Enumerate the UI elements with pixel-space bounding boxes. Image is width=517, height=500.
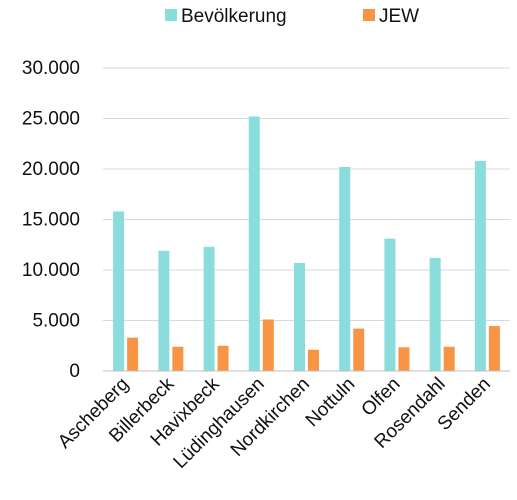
y-tick-label: 15.000 [22,210,80,231]
y-tick-label: 5.000 [32,311,80,332]
y-tick-label: 10.000 [22,260,80,281]
x-axis-tick-labels: AschebergBillerbeckHavixbeckLüdinghausen… [54,373,495,473]
bar-jew [127,337,139,371]
bars [113,116,500,371]
bar-bevoelkerung [339,166,351,371]
bar-bevoelkerung [113,211,125,371]
legend-label: JEW [379,6,419,27]
bar-bevoelkerung [474,160,486,371]
bar-bevoelkerung [158,250,170,371]
bar-bevoelkerung [248,116,260,371]
y-axis-tick-labels: 0 5.000 10.000 15.000 20.000 25.000 30.000 [22,58,80,382]
y-tick-label: 20.000 [22,159,80,180]
legend-swatch [165,9,177,21]
bar-jew [488,326,500,371]
y-tick-label: 0 [69,361,80,382]
bar-jew [217,345,229,371]
bar-jew [308,349,319,371]
bar-jew [262,319,274,371]
bar-bevoelkerung [203,246,215,371]
bar-bevoelkerung [384,238,396,371]
gridlines [103,67,510,321]
bar-jew [443,346,455,371]
bar-jew [172,346,184,371]
legend-swatch [363,9,375,21]
bar-bevoelkerung [294,262,305,371]
bar-bevoelkerung [429,257,441,371]
bar-jew [398,347,410,371]
x-tick-label: Nottuln [302,374,359,431]
bar-jew [353,328,365,371]
y-tick-label: 30.000 [22,58,80,79]
legend-label: Bevölkerung [181,6,287,27]
y-tick-label: 25.000 [22,109,80,130]
legend: Bevölkerung JEW [165,6,419,27]
